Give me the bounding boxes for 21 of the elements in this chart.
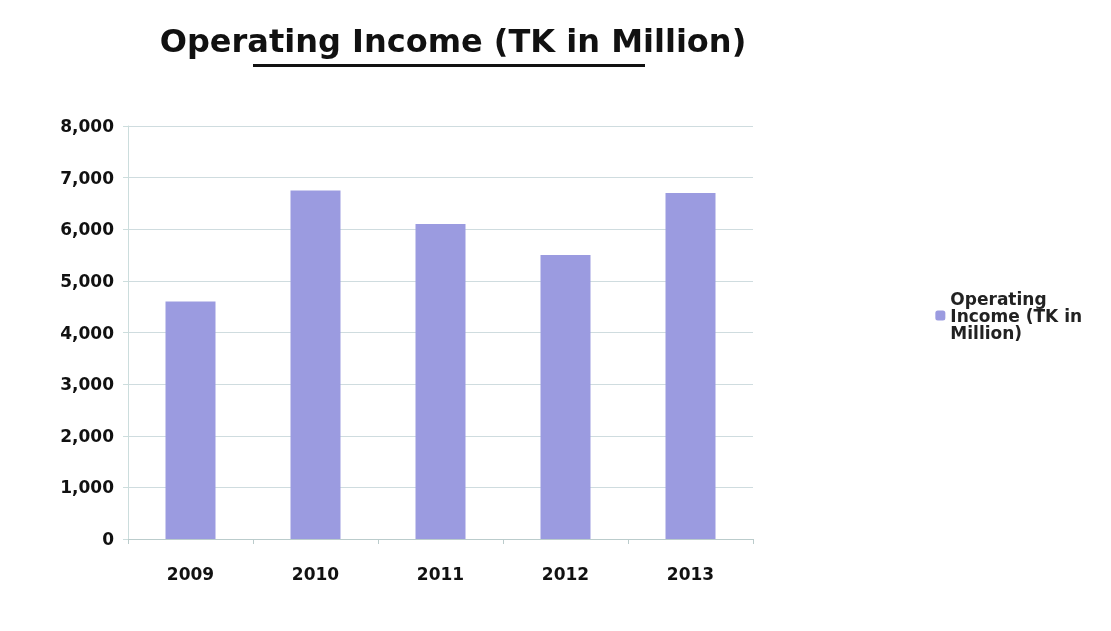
x-tick-label: 2012 <box>541 563 590 584</box>
x-tick-label: 2009 <box>166 563 215 584</box>
x-tick-label: 2011 <box>416 563 465 584</box>
y-tick-label: 4,000 <box>60 322 115 343</box>
chart-title: Operating Income (TK in Million) <box>159 22 747 60</box>
x-tick-label: 2013 <box>666 563 715 584</box>
legend-label: Operating Income (TK in Million) <box>950 288 1088 343</box>
y-tick-label: 8,000 <box>60 116 115 136</box>
x-tick-label: 2010 <box>291 563 340 584</box>
y-tick-label: 0 <box>102 529 115 549</box>
y-tick-label: 7,000 <box>60 167 115 188</box>
bar <box>540 255 591 539</box>
bar <box>415 224 466 539</box>
y-tick-label: 5,000 <box>60 270 115 291</box>
bar <box>165 301 216 539</box>
y-tick-label: 6,000 <box>60 219 115 240</box>
bar <box>665 193 716 539</box>
y-tick-label: 2,000 <box>60 425 115 446</box>
y-tick-label: 3,000 <box>60 374 115 395</box>
y-tick-label: 1,000 <box>60 477 115 498</box>
bar <box>290 190 341 539</box>
